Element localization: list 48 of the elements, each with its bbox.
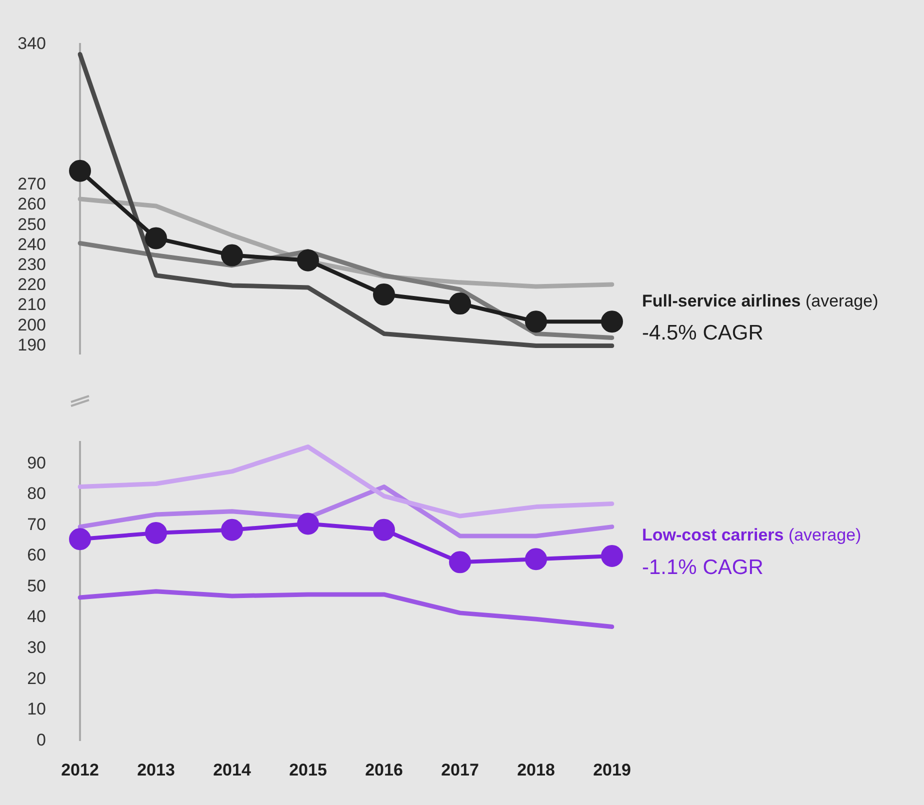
series-label: Full-service airlines (average) bbox=[642, 291, 878, 310]
point bbox=[297, 512, 319, 535]
x-tick-label: 2015 bbox=[289, 760, 327, 780]
point bbox=[449, 292, 471, 315]
x-tick-label: 2018 bbox=[517, 760, 555, 780]
y-tick-label: 200 bbox=[18, 315, 46, 334]
x-tick-label: 2016 bbox=[365, 760, 403, 780]
y-tick-label: 270 bbox=[18, 174, 46, 194]
y-tick-label: 210 bbox=[18, 295, 46, 314]
y-tick-label: 90 bbox=[27, 453, 46, 472]
y-tick-label: 220 bbox=[18, 275, 46, 294]
y-tick-label: 260 bbox=[18, 194, 46, 214]
y-tick-label: 230 bbox=[18, 255, 46, 274]
point bbox=[601, 545, 623, 568]
annotation: -1.1% CAGR bbox=[642, 556, 764, 579]
y-tick-label: 20 bbox=[27, 668, 46, 688]
point bbox=[145, 522, 167, 544]
x-tick-label: 2019 bbox=[593, 760, 631, 780]
y-tick-label: 70 bbox=[27, 514, 46, 534]
point bbox=[373, 518, 395, 541]
point bbox=[525, 310, 547, 333]
y-tick-label: 40 bbox=[27, 607, 46, 626]
point bbox=[69, 160, 91, 182]
x-tick-label: 2017 bbox=[441, 760, 479, 780]
y-tick-label: 250 bbox=[18, 214, 46, 234]
point bbox=[525, 548, 547, 570]
annotation: -4.5% CAGR bbox=[642, 321, 764, 344]
y-tick-label: 60 bbox=[27, 546, 46, 565]
y-tick-label: 10 bbox=[27, 700, 46, 719]
point bbox=[145, 227, 167, 250]
point bbox=[297, 249, 319, 272]
y-tick-label: 50 bbox=[27, 576, 46, 596]
y-tick-label: 340 bbox=[18, 34, 46, 53]
point bbox=[221, 244, 243, 266]
x-tick-label: 2014 bbox=[213, 760, 252, 780]
series-label: Low-cost carriers (average) bbox=[642, 526, 862, 545]
point bbox=[221, 518, 243, 541]
x-tick-label: 2013 bbox=[137, 760, 175, 780]
y-tick-label: 30 bbox=[27, 638, 46, 657]
y-tick-label: 0 bbox=[36, 730, 46, 750]
point bbox=[373, 283, 395, 306]
point bbox=[69, 528, 91, 550]
x-tick-label: 2012 bbox=[61, 760, 99, 780]
point bbox=[449, 551, 471, 574]
point bbox=[601, 310, 623, 333]
y-tick-label: 240 bbox=[18, 234, 46, 254]
y-tick-label: 80 bbox=[27, 484, 46, 504]
y-tick-label: 190 bbox=[18, 335, 46, 354]
